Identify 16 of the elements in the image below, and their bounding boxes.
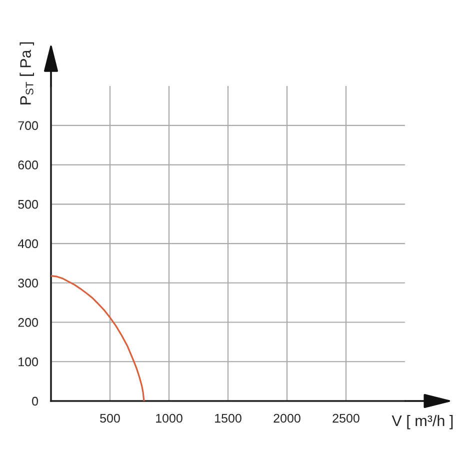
y-tick-label: 300 [18,278,38,288]
x-tick-label: 2500 [332,414,360,423]
y-tick-label: 600 [18,160,38,170]
y-tick-label: 700 [18,121,38,130]
line-series [50,274,145,402]
y-tick-label: 400 [18,239,38,248]
x-tick-label: 2000 [274,414,300,423]
x-tick-label: 1000 [156,414,182,423]
y-tick-label: 200 [18,318,38,327]
y-tick-label: 100 [18,357,38,366]
x-tick-label: 500 [100,414,120,423]
x-tick-label: 1500 [215,414,242,423]
x-axis-title: V [ m³/h ] [392,414,453,430]
y-tick-label: 500 [18,200,38,209]
y-axis-title: P$_{ST}$ [ Pa ] [20,42,34,104]
y-tick-label: 0 [32,396,38,406]
